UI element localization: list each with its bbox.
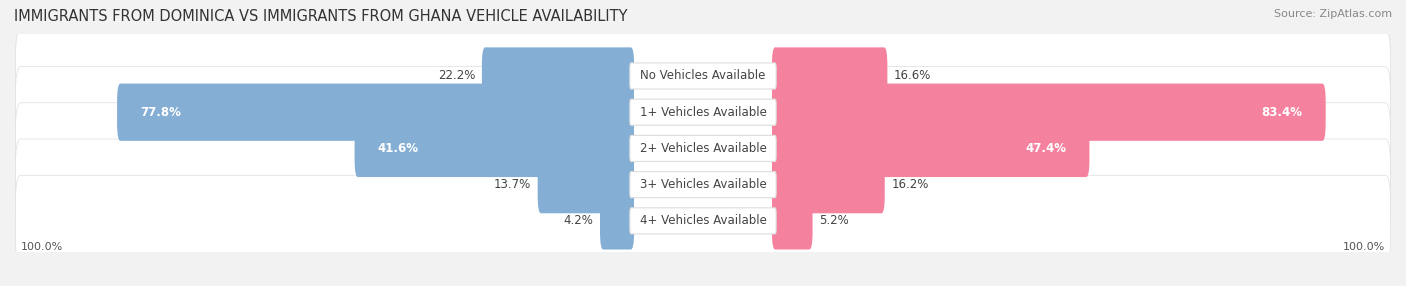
FancyBboxPatch shape — [15, 30, 1391, 122]
FancyBboxPatch shape — [354, 120, 634, 177]
Text: 47.4%: 47.4% — [1025, 142, 1067, 155]
Text: 16.2%: 16.2% — [891, 178, 929, 191]
Text: 5.2%: 5.2% — [820, 214, 849, 227]
Text: 100.0%: 100.0% — [21, 242, 63, 252]
FancyBboxPatch shape — [630, 135, 776, 162]
FancyBboxPatch shape — [15, 103, 1391, 194]
FancyBboxPatch shape — [482, 47, 634, 105]
FancyBboxPatch shape — [772, 84, 1326, 141]
FancyBboxPatch shape — [537, 156, 634, 213]
Text: 22.2%: 22.2% — [437, 69, 475, 82]
FancyBboxPatch shape — [630, 208, 776, 234]
Text: 83.4%: 83.4% — [1261, 106, 1303, 119]
Text: 41.6%: 41.6% — [378, 142, 419, 155]
FancyBboxPatch shape — [772, 156, 884, 213]
FancyBboxPatch shape — [630, 63, 776, 89]
Text: 16.6%: 16.6% — [894, 69, 931, 82]
FancyBboxPatch shape — [772, 192, 813, 249]
FancyBboxPatch shape — [772, 120, 1090, 177]
Text: 1+ Vehicles Available: 1+ Vehicles Available — [640, 106, 766, 119]
Text: 4+ Vehicles Available: 4+ Vehicles Available — [640, 214, 766, 227]
FancyBboxPatch shape — [630, 99, 776, 125]
Text: IMMIGRANTS FROM DOMINICA VS IMMIGRANTS FROM GHANA VEHICLE AVAILABILITY: IMMIGRANTS FROM DOMINICA VS IMMIGRANTS F… — [14, 9, 627, 23]
FancyBboxPatch shape — [772, 47, 887, 105]
Text: 2+ Vehicles Available: 2+ Vehicles Available — [640, 142, 766, 155]
Text: 3+ Vehicles Available: 3+ Vehicles Available — [640, 178, 766, 191]
FancyBboxPatch shape — [15, 139, 1391, 230]
FancyBboxPatch shape — [117, 84, 634, 141]
FancyBboxPatch shape — [600, 192, 634, 249]
Text: No Vehicles Available: No Vehicles Available — [640, 69, 766, 82]
FancyBboxPatch shape — [15, 67, 1391, 158]
Text: 4.2%: 4.2% — [564, 214, 593, 227]
Text: 77.8%: 77.8% — [141, 106, 181, 119]
FancyBboxPatch shape — [15, 175, 1391, 267]
FancyBboxPatch shape — [630, 172, 776, 198]
Text: 100.0%: 100.0% — [1343, 242, 1385, 252]
Text: Source: ZipAtlas.com: Source: ZipAtlas.com — [1274, 9, 1392, 19]
Text: 13.7%: 13.7% — [494, 178, 531, 191]
